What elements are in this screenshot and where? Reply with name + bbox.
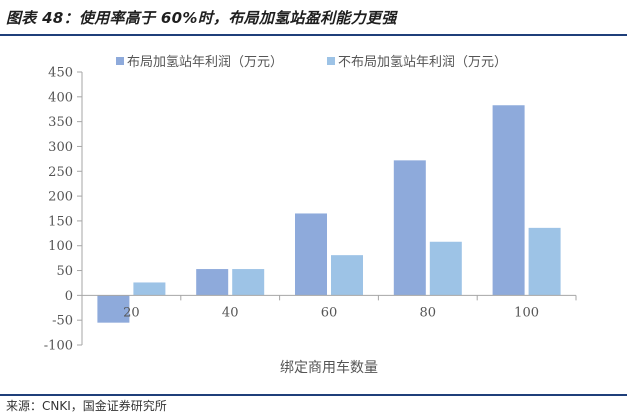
bar-with-station-20	[97, 295, 130, 323]
y-tick-label: -50	[52, 314, 73, 329]
bar-without-station-80	[429, 241, 462, 296]
y-tick-label: 450	[48, 66, 73, 81]
y-tick-label: 250	[48, 165, 73, 180]
bottom-divider	[0, 394, 627, 396]
bar-without-station-20	[133, 282, 166, 296]
legend: 布局加氢站年利润（万元） 不布局加氢站年利润（万元）	[116, 55, 507, 70]
bar-with-station-40	[196, 269, 229, 296]
x-tick-label: 80	[420, 305, 437, 320]
x-axis-title: 绑定商用车数量	[280, 359, 378, 376]
bar-with-station-80	[393, 160, 426, 296]
y-tick-label: 400	[48, 90, 73, 105]
y-tick-label: 200	[48, 190, 73, 205]
top-divider	[0, 34, 627, 36]
bars	[97, 105, 561, 323]
bar-with-station-60	[295, 213, 327, 296]
bar-chart: 布局加氢站年利润（万元） 不布局加氢站年利润（万元） -100 -50 0 50 100 1…	[44, 55, 577, 376]
x-tick-label: 20	[123, 305, 140, 320]
y-tick-label: 50	[56, 264, 73, 279]
bar-without-station-40	[232, 269, 265, 296]
x-tick-label: 100	[514, 305, 539, 320]
legend-label: 布局加氢站年利润（万元）	[127, 55, 283, 70]
legend-label: 不布局加氢站年利润（万元）	[338, 55, 507, 70]
y-axis: -100 -50 0 50 100 150 200 250 300 350 400 450	[44, 66, 83, 354]
source-note: 来源：CNKI，国金证券研究所	[6, 399, 167, 413]
bar-with-station-100	[492, 105, 525, 296]
x-tick-label: 60	[321, 305, 338, 320]
y-tick-label: 150	[48, 214, 73, 229]
x-axis: 20 40 60 80 100	[81, 294, 577, 320]
y-tick-label: 100	[48, 239, 73, 254]
y-tick-label: 0	[65, 289, 73, 304]
bar-without-station-100	[528, 227, 561, 296]
y-tick-label: -100	[44, 339, 73, 354]
figure-title: 图表 48：使用率高于 60%时，布局加氢站盈利能力更强	[6, 8, 397, 27]
legend-swatch	[116, 57, 124, 65]
bar-without-station-60	[331, 255, 363, 296]
y-tick-label: 350	[48, 115, 73, 130]
title-bar: 图表 48：使用率高于 60%时，布局加氢站盈利能力更强	[0, 0, 627, 34]
legend-swatch	[327, 57, 335, 65]
x-tick-label: 40	[222, 305, 239, 320]
y-tick-label: 300	[48, 140, 73, 155]
